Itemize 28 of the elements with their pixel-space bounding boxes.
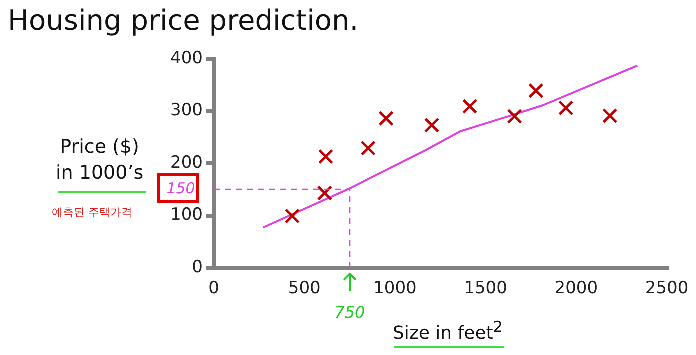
y-tick-label: 200 [170, 152, 203, 173]
point [528, 83, 544, 98]
y-tick-label: 400 [170, 48, 203, 68]
point [558, 100, 574, 116]
point [378, 110, 394, 126]
y-tick-label: 0 [192, 257, 203, 278]
point [318, 149, 334, 164]
chart-title: Housing price prediction. [8, 4, 359, 37]
point [424, 118, 440, 133]
x-axis-title: Size in feet$^{2}$ [393, 318, 503, 344]
x-tick-label: 2500 [645, 278, 689, 299]
point [462, 98, 478, 114]
y-axis-title: Price ($) in 1000’s [56, 135, 144, 186]
point [284, 208, 300, 224]
ref-line-label: 150 [166, 180, 196, 198]
x-tick-label: 1000 [374, 278, 417, 299]
point [507, 108, 522, 124]
point [602, 108, 618, 124]
y-tick-label: 100 [170, 205, 203, 226]
point [317, 186, 333, 201]
x-tick-label: 1500 [464, 278, 508, 299]
x-tick-label: 0 [208, 278, 220, 299]
point [360, 140, 376, 156]
ref-line-label: 750 [334, 303, 366, 322]
x-tick-label: 2000 [554, 278, 598, 299]
x-tick-label: 500 [288, 278, 321, 299]
text: 예측된 주택가격 [52, 205, 132, 220]
y-tick-label: 300 [170, 100, 203, 121]
